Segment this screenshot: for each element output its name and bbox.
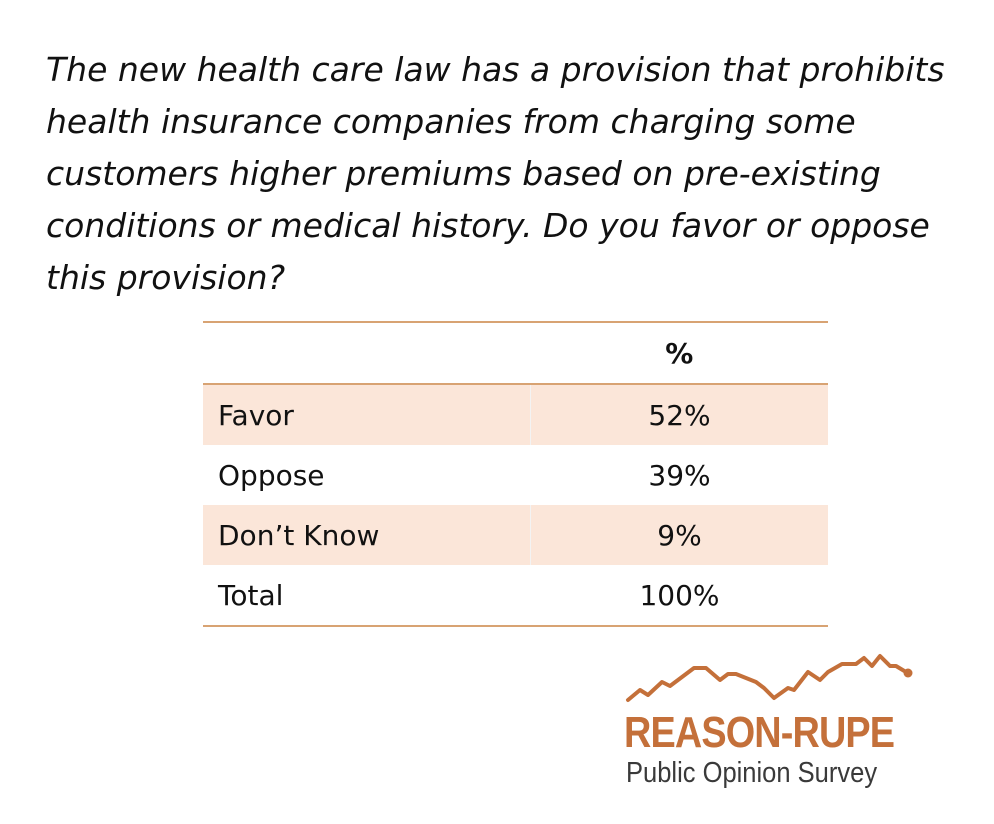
row-label: Favor <box>218 398 294 432</box>
row-label: Total <box>218 578 284 612</box>
table-row-total: Total 100% <box>203 565 828 626</box>
row-value: 100% <box>530 565 828 626</box>
table-row-favor: Favor 52% <box>203 384 828 445</box>
row-value: 9% <box>530 505 828 565</box>
question-text: The new health care law has a provision … <box>46 50 945 297</box>
row-value: 52% <box>530 384 828 445</box>
table-row-dont-know: Don’t Know 9% <box>203 505 828 565</box>
logo-subtitle: Public Opinion Survey <box>626 757 878 789</box>
header-percent-cell: % <box>665 336 694 370</box>
row-value: 39% <box>530 445 828 505</box>
header-label-cell <box>203 322 531 384</box>
mountain-line-icon <box>626 654 913 702</box>
logo-title: REASON-RUPE <box>624 708 895 757</box>
table-row-oppose: Oppose 39% <box>203 445 828 505</box>
row-label: Don’t Know <box>218 518 380 552</box>
row-label: Oppose <box>218 458 325 492</box>
table-header-row: % <box>203 322 828 384</box>
results-table: % Favor 52% Oppose 39% Don’t Know 9% Tot… <box>203 321 828 627</box>
reason-rupe-logo: REASON-RUPE Public Opinion Survey <box>620 650 920 800</box>
